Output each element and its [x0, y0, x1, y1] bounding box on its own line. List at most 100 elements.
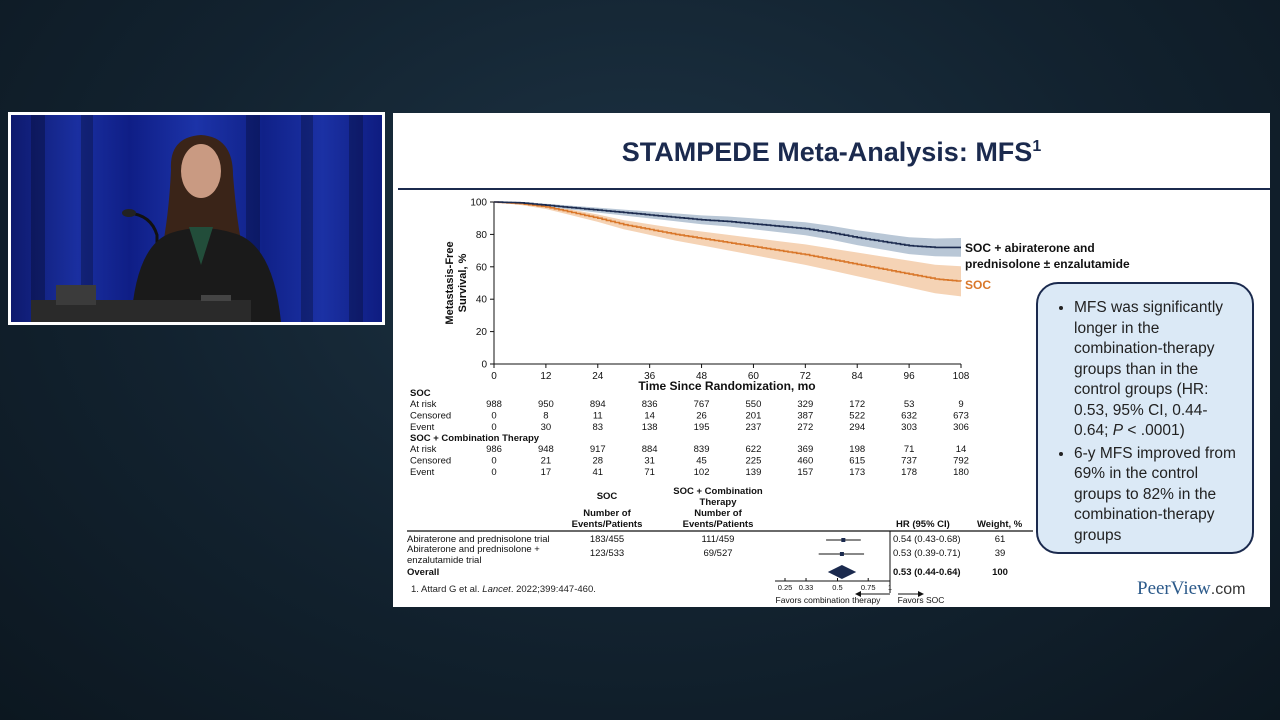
risk-soc-cell: 550 — [746, 399, 762, 410]
forest-col-weight: Weight, % — [977, 519, 1023, 530]
risk-soc-cell: 237 — [746, 422, 762, 433]
risk-combo-cell: 41 — [592, 467, 603, 478]
risk-combo-heading: SOC + Combination Therapy — [410, 433, 540, 444]
risk-combo-row-label: Event — [410, 467, 435, 478]
risk-soc-cell: 303 — [901, 422, 917, 433]
forest-overall-weight: 100 — [992, 567, 1008, 578]
x-tick-label: 96 — [904, 371, 916, 382]
bullet1-text-a: MFS was significantly longer in the comb… — [1074, 299, 1224, 439]
favors-soc-label: Favors SOC — [898, 595, 945, 605]
risk-soc-heading: SOC — [410, 388, 431, 399]
risk-soc-cell: 632 — [901, 411, 917, 422]
risk-combo-row-label: At risk — [410, 444, 437, 455]
x-tick-label: 72 — [800, 371, 812, 382]
soc-curve — [494, 201, 962, 282]
risk-combo-cell: 737 — [901, 456, 917, 467]
forest-axis-tick-label: 0.33 — [799, 583, 814, 592]
forest-soc-events: 183/455 — [590, 534, 624, 545]
risk-combo-cell: 225 — [746, 456, 762, 467]
x-tick-label: 0 — [491, 371, 497, 382]
risk-soc-cell: 8 — [543, 411, 548, 422]
risk-combo-cell: 460 — [797, 456, 813, 467]
forest-point — [839, 552, 844, 556]
risk-soc-cell: 329 — [797, 399, 813, 410]
risk-combo-cell: 622 — [746, 444, 762, 455]
summary-bullet-1: MFS was significantly longer in the comb… — [1074, 298, 1240, 442]
y-tick-label: 40 — [476, 295, 488, 306]
x-tick-label: 108 — [953, 371, 970, 382]
speaker-image — [31, 115, 363, 322]
risk-combo-cell: 71 — [644, 467, 655, 478]
forest-events-combo-1: Number of — [694, 508, 742, 519]
label-combo-line2: prednisolone ± enzalutamide — [965, 257, 1130, 271]
risk-soc-row-label: At risk — [410, 399, 437, 410]
risk-combo-cell: 839 — [694, 444, 710, 455]
soc-ci-band — [494, 201, 961, 297]
y-tick-label: 0 — [481, 360, 487, 371]
forest-overall-hr: 0.53 (0.44-0.64) — [893, 567, 961, 578]
speaker-video-frame — [11, 115, 382, 322]
risk-combo-cell: 28 — [592, 456, 603, 467]
speaker-video — [8, 112, 385, 325]
km-xlabel: Time Since Randomization, mo — [638, 379, 815, 393]
forest-col-hr: HR (95% CI) — [896, 519, 950, 530]
slide-title: STAMPEDE Meta-Analysis: MFS1 — [393, 137, 1270, 168]
risk-combo-cell: 198 — [849, 444, 865, 455]
forest-axis-tick-label: 1 — [888, 583, 892, 592]
forest-weight-value: 61 — [995, 534, 1006, 545]
forest-hr-value: 0.53 (0.39-0.71) — [893, 548, 961, 559]
risk-combo-cell: 369 — [797, 444, 813, 455]
x-tick-label: 48 — [696, 371, 708, 382]
x-tick-label: 84 — [852, 371, 864, 382]
forest-events-soc-2: Events/Patients — [572, 519, 643, 530]
risk-soc-cell: 30 — [541, 422, 552, 433]
bullet1-text-b: < .0001) — [1123, 422, 1185, 439]
risk-combo-cell: 31 — [644, 456, 655, 467]
forest-col-soc: SOC — [597, 491, 618, 502]
forest-col-combo-2: Therapy — [700, 497, 738, 508]
risk-combo-cell: 0 — [491, 456, 496, 467]
forest-overall-label: Overall — [407, 567, 439, 578]
risk-combo-cell: 21 — [541, 456, 552, 467]
risk-combo-cell: 917 — [590, 444, 606, 455]
combo-curve — [494, 201, 961, 249]
km-ylabel-line1: Metastasis-Free — [444, 241, 456, 324]
forest-axis-tick-label: 0.5 — [832, 583, 842, 592]
favors-soc-arrowhead — [918, 591, 924, 597]
risk-combo-cell: 17 — [541, 467, 552, 478]
risk-soc-row-label: Event — [410, 422, 435, 433]
risk-table: SOC SOC + Combination Therapy At risk 9 8 8… — [410, 388, 969, 478]
risk-combo-cell: 139 — [746, 467, 762, 478]
risk-soc-cell: 0 — [491, 411, 496, 422]
summary-callout: MFS was significantly longer in the comb… — [1036, 282, 1254, 554]
risk-soc-cell: 9 — [958, 399, 963, 410]
citation-post: . 2022;399:447-460. — [510, 584, 596, 595]
risk-soc-cell: 201 — [746, 411, 762, 422]
risk-combo-cell: 0 — [491, 467, 496, 478]
risk-combo-cell: 180 — [953, 467, 969, 478]
presentation-slide: STAMPEDE Meta-Analysis: MFS1 100 80 60 40 20… — [393, 113, 1270, 607]
risk-soc-cell: 0 — [491, 422, 496, 433]
x-tick-label: 24 — [592, 371, 604, 382]
risk-soc-cell: 172 — [849, 399, 865, 410]
risk-soc-row-label: Censored — [410, 411, 451, 422]
risk-soc-cell: 950 — [538, 399, 554, 410]
logo-suffix: .com — [1210, 581, 1246, 598]
risk-combo-cell: 157 — [797, 467, 813, 478]
risk-soc-cell: 294 — [849, 422, 865, 433]
citation: 1. Attard G et al. Lancet. 2022;399:447-… — [411, 584, 596, 595]
combo-ci-band — [494, 201, 961, 257]
logo-main: PeerView — [1137, 578, 1211, 599]
forest-axis-tick-label: 0.25 — [778, 583, 793, 592]
forest-events-soc-1: Number of — [583, 508, 631, 519]
forest-combo-events: 111/459 — [702, 534, 735, 545]
risk-soc-cell: 83 — [592, 422, 603, 433]
y-tick-label: 100 — [470, 198, 487, 209]
forest-events-combo-2: Events/Patients — [683, 519, 754, 530]
forest-col-combo-1: SOC + Combination — [673, 486, 763, 497]
risk-combo-cell: 173 — [849, 467, 865, 478]
risk-soc-cell: 836 — [642, 399, 658, 410]
forest-soc-events: 123/533 — [590, 548, 624, 559]
label-soc: SOC — [965, 278, 991, 292]
risk-soc-cell: 894 — [590, 399, 606, 410]
